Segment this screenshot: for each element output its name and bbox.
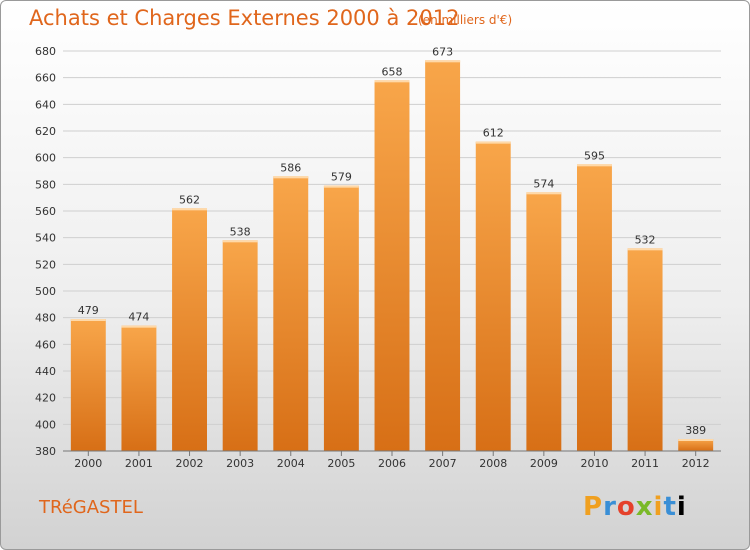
- logo-letter: t: [663, 492, 677, 522]
- y-tick-label: 520: [35, 258, 56, 271]
- commune-name: TRéGASTEL: [39, 497, 143, 518]
- bar: [678, 439, 714, 451]
- data-label: 474: [128, 311, 149, 324]
- bar: [526, 192, 562, 452]
- x-tick-label: 2002: [176, 457, 204, 470]
- data-label: 479: [78, 304, 99, 317]
- x-tick-label: 2000: [74, 457, 102, 470]
- data-label: 579: [331, 171, 352, 184]
- bar: [374, 80, 410, 451]
- logo-letter: P: [583, 492, 604, 522]
- proxiti-logo: Proxiti: [583, 492, 687, 522]
- y-tick-label: 620: [35, 125, 56, 138]
- logo-letter: o: [616, 492, 636, 522]
- data-label: 595: [584, 149, 605, 162]
- bar: [172, 208, 208, 451]
- x-tick-label: 2005: [327, 457, 355, 470]
- y-tick-label: 380: [35, 445, 56, 458]
- x-tick-label: 2011: [631, 457, 659, 470]
- y-tick-label: 460: [35, 338, 56, 351]
- x-tick-label: 2006: [378, 457, 406, 470]
- logo-letter: i: [676, 492, 687, 522]
- x-tick-label: 2009: [530, 457, 558, 470]
- y-tick-label: 640: [35, 98, 56, 111]
- chart-title: Achats et Charges Externes 2000 à 2012: [29, 6, 460, 30]
- bar-top-highlight: [576, 164, 612, 167]
- bar: [121, 325, 157, 451]
- data-label: 574: [533, 177, 554, 190]
- bar: [425, 60, 461, 451]
- logo-letter: r: [603, 492, 617, 522]
- y-tick-label: 680: [35, 45, 56, 58]
- x-tick-label: 2001: [125, 457, 153, 470]
- bar-top-highlight: [425, 60, 461, 63]
- bar: [627, 248, 663, 451]
- bar-top-highlight: [172, 208, 208, 211]
- data-label: 532: [635, 233, 656, 246]
- bar: [323, 185, 359, 451]
- x-tick-label: 2007: [429, 457, 457, 470]
- bar-top-highlight: [121, 325, 157, 328]
- y-axis: 380 400 420 440 460 480 500 520 540 560 580 600 620 6…: [35, 45, 56, 458]
- y-tick-label: 660: [35, 72, 56, 85]
- y-tick-label: 420: [35, 392, 56, 405]
- logo-letter: x: [635, 492, 654, 522]
- y-tick-label: 440: [35, 365, 56, 378]
- bar-top-highlight: [323, 185, 359, 188]
- bar-top-highlight: [627, 248, 663, 251]
- bar-top-highlight: [273, 176, 309, 179]
- y-tick-label: 540: [35, 232, 56, 245]
- x-tick-label: 2008: [479, 457, 507, 470]
- bar-top-highlight: [475, 141, 511, 144]
- bar-top-highlight: [374, 80, 410, 83]
- bar-top-highlight: [70, 319, 106, 321]
- x-tick-label: 2010: [580, 457, 608, 470]
- data-label: 389: [685, 424, 706, 437]
- bars: 479 474 562 538 586 579 658 673 612 574 595 532 389: [70, 45, 714, 452]
- y-tick-label: 400: [35, 418, 56, 431]
- x-axis: 2000 2001 2002 2003 2004 2005 2006 2007 2008 2009…: [63, 450, 721, 470]
- bar: [576, 164, 612, 452]
- bar: [70, 319, 106, 451]
- y-tick-label: 480: [35, 312, 56, 325]
- chart-subtitle: (en milliers d'€): [418, 13, 513, 27]
- bar-top-highlight: [222, 240, 258, 243]
- bar-top-highlight: [526, 192, 562, 195]
- data-label: 586: [280, 161, 301, 174]
- x-tick-label: 2004: [277, 457, 305, 470]
- bar: [475, 141, 511, 451]
- y-tick-label: 500: [35, 285, 56, 298]
- data-label: 538: [230, 225, 251, 238]
- data-label: 673: [432, 45, 453, 58]
- bar: [222, 240, 258, 451]
- y-tick-label: 600: [35, 152, 56, 165]
- y-tick-label: 580: [35, 178, 56, 191]
- data-label: 562: [179, 193, 200, 206]
- y-tick-label: 560: [35, 205, 56, 218]
- logo-letter: i: [653, 492, 664, 522]
- data-label: 658: [382, 65, 403, 78]
- x-tick-label: 2003: [226, 457, 254, 470]
- data-label: 612: [483, 127, 504, 140]
- bar-top-highlight: [678, 439, 714, 441]
- x-tick-label: 2012: [682, 457, 710, 470]
- bar: [273, 176, 309, 452]
